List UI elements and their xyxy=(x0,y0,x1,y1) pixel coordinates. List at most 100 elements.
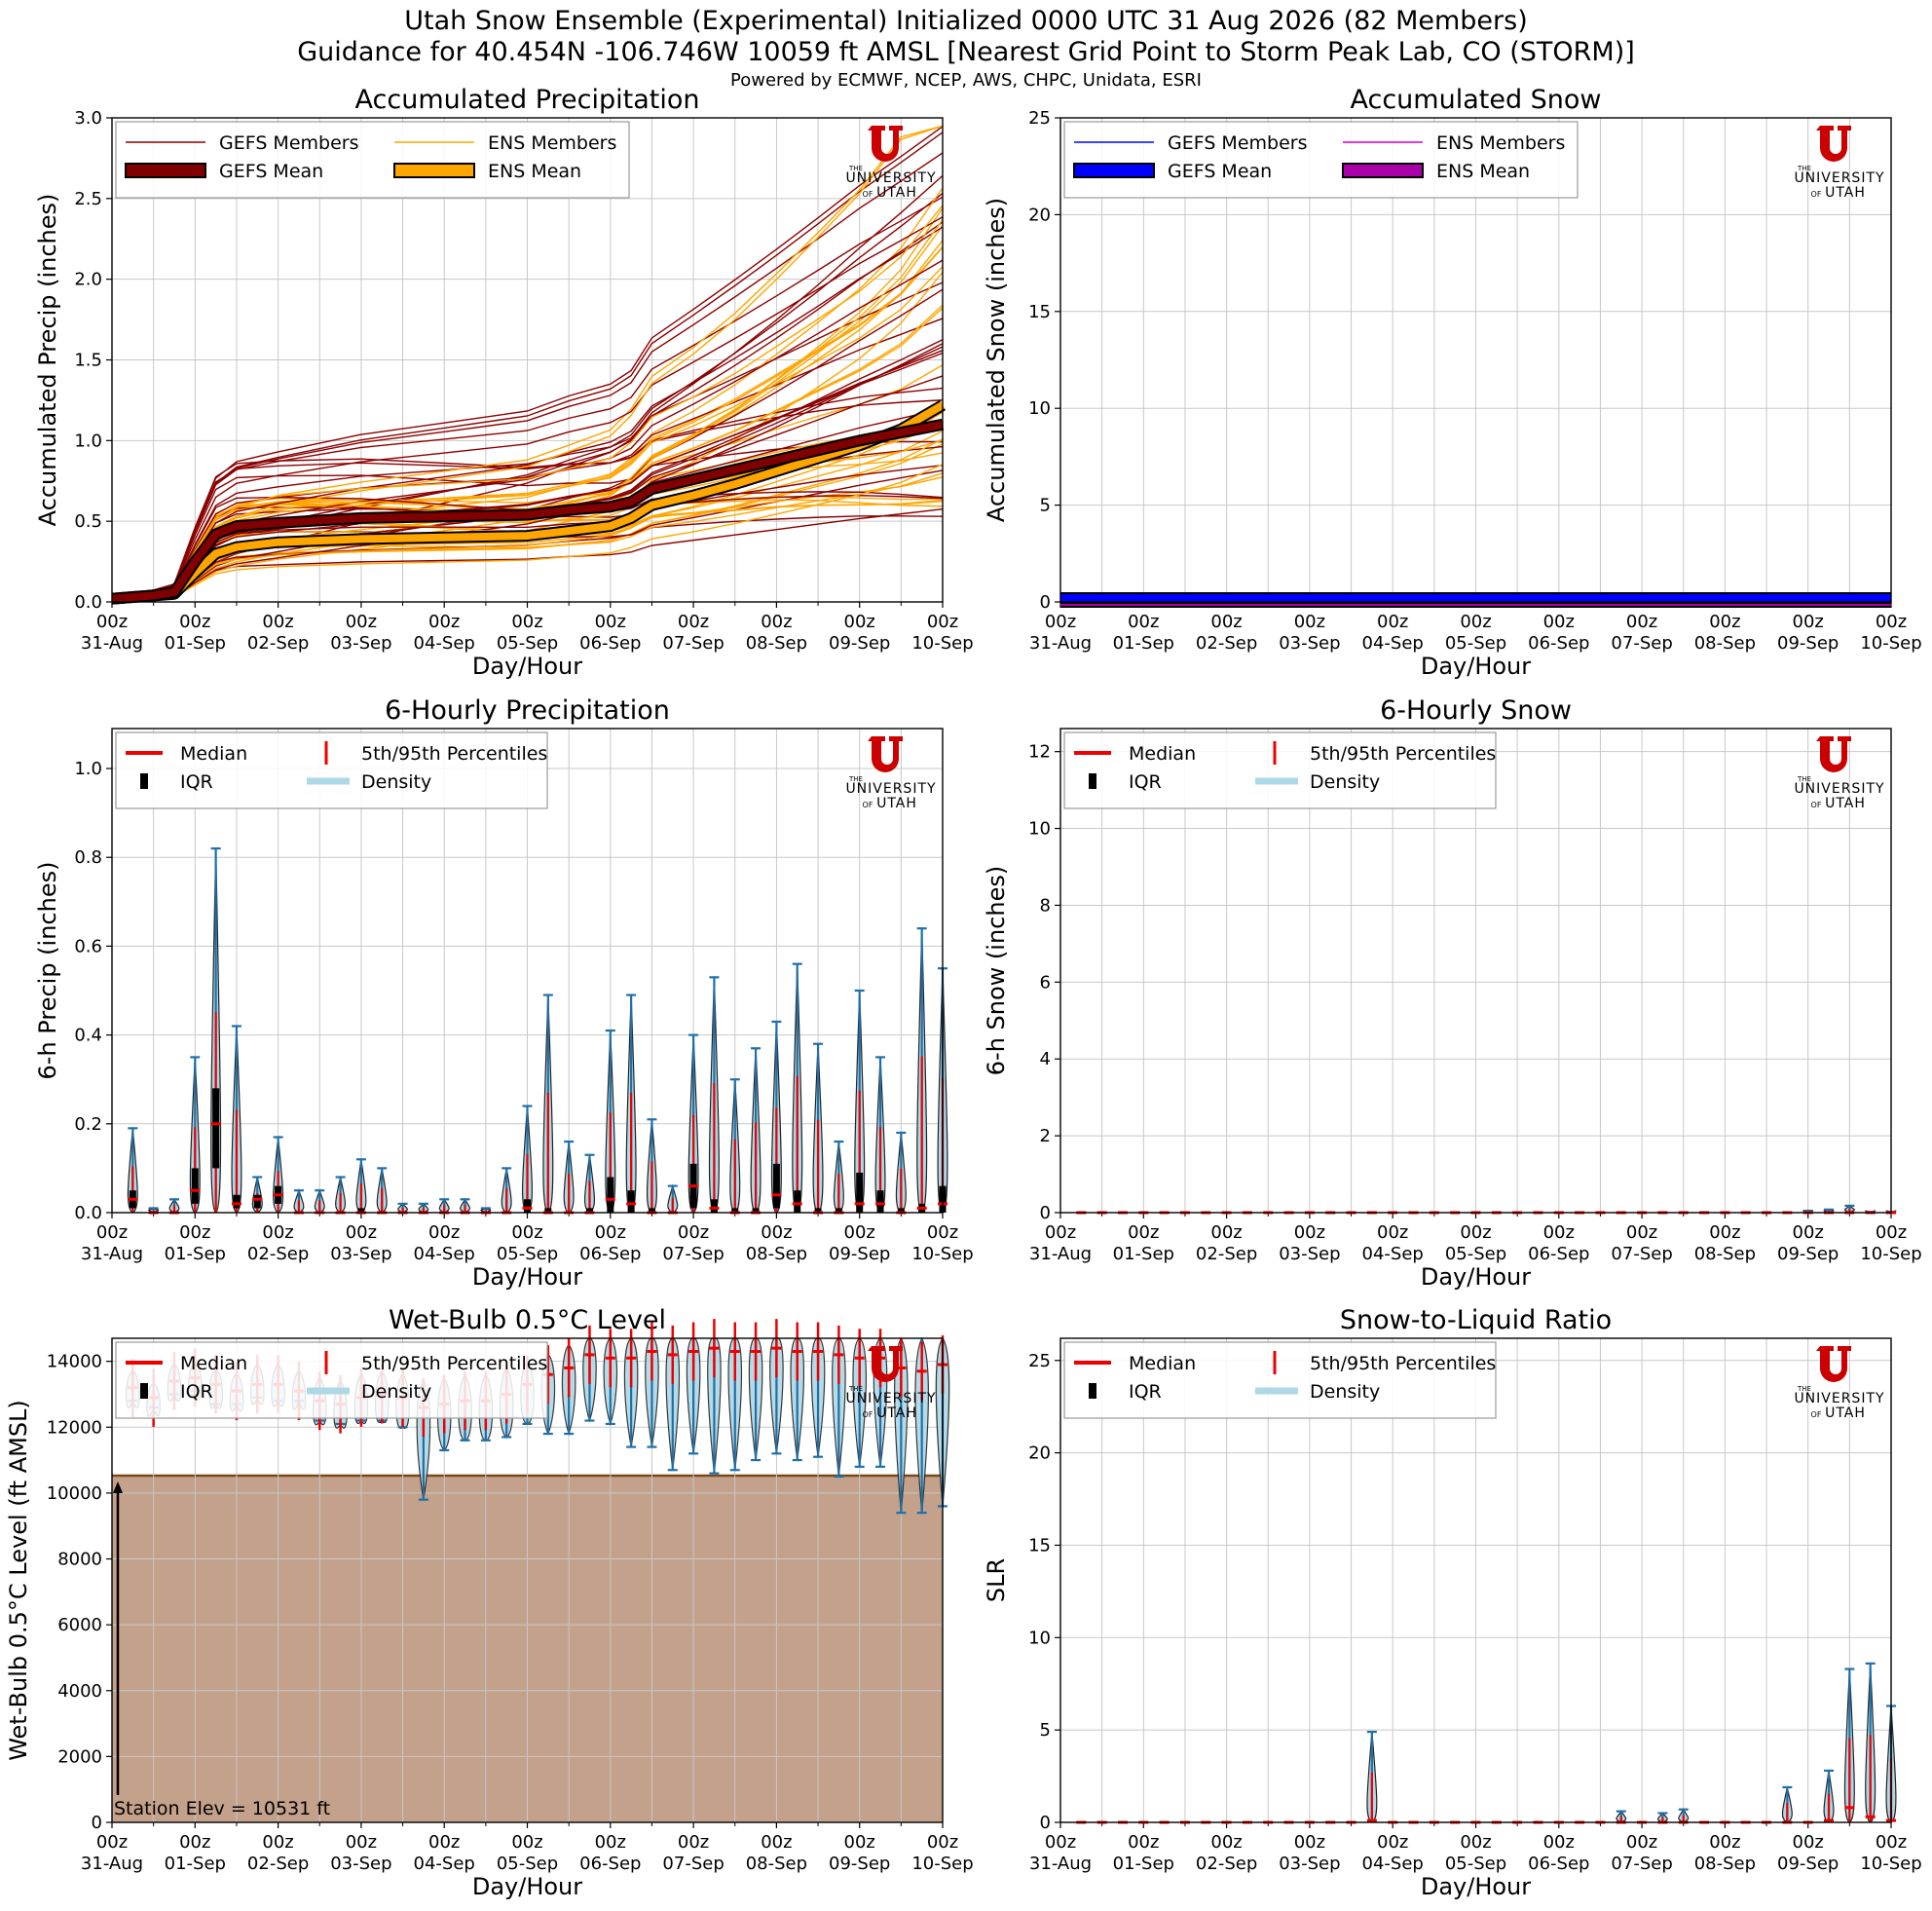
axes-frame xyxy=(1059,728,1892,1214)
y-tick-label: 6 xyxy=(1040,972,1051,993)
panel-title: Wet-Bulb 0.5°C Level xyxy=(389,1305,666,1335)
logo-the: THE xyxy=(1797,165,1811,172)
y-axis-label: SLR xyxy=(983,1558,1010,1602)
x-tick-hour: 00z xyxy=(346,1222,377,1243)
iqr-box xyxy=(648,1208,655,1213)
y-tick-label: 0 xyxy=(1040,592,1051,613)
y-tick-label: 2.5 xyxy=(74,189,102,209)
x-tick-hour: 00z xyxy=(1460,612,1491,632)
y-tick-label: 0 xyxy=(92,1813,102,1833)
x-tick-hour: 00z xyxy=(96,1222,128,1243)
logo-of: OF xyxy=(863,801,873,809)
figure-title-line2: Guidance for 40.454N -106.746W 10059 ft … xyxy=(297,37,1635,67)
x-tick-day: 31-Aug xyxy=(81,1854,143,1874)
gefs-member-line xyxy=(111,387,944,597)
logo-utah: UTAH xyxy=(876,796,917,811)
legend-label: Median xyxy=(1129,743,1196,765)
x-tick-day: 31-Aug xyxy=(1029,1854,1092,1874)
legend-label: 5th/95th Percentiles xyxy=(1310,1353,1496,1374)
x-tick-hour: 00z xyxy=(1543,1222,1575,1243)
y-tick-label: 4000 xyxy=(57,1681,102,1702)
panel-accum_precip: 0.00.51.01.52.02.53.000z31-Aug00z01-Sep0… xyxy=(34,85,974,680)
x-tick-hour: 00z xyxy=(346,612,377,632)
logo-university: UNIVERSITY xyxy=(1794,170,1884,186)
y-tick-label: 8000 xyxy=(57,1550,102,1570)
x-tick-day: 08-Sep xyxy=(1694,633,1756,654)
x-tick-hour: 00z xyxy=(1626,1222,1657,1243)
legend-label: Median xyxy=(180,743,247,765)
y-axis-label: Wet-Bulb 0.5°C Level (ft AMSL) xyxy=(5,1400,32,1761)
x-tick-day: 01-Sep xyxy=(165,633,226,654)
x-tick-hour: 00z xyxy=(1377,612,1408,632)
x-tick-day: 01-Sep xyxy=(165,1854,226,1874)
y-tick-label: 5 xyxy=(1040,1720,1051,1741)
x-tick-day: 08-Sep xyxy=(746,1854,807,1874)
legend-box xyxy=(115,121,630,199)
legend-box xyxy=(1063,121,1579,199)
y-tick-label: 10 xyxy=(1028,819,1051,840)
legend-swatch xyxy=(1089,1383,1096,1399)
x-tick-day: 02-Sep xyxy=(247,1854,309,1874)
y-tick-label: 0 xyxy=(1040,1813,1051,1833)
x-axis-label: Day/Hour xyxy=(1421,1873,1531,1900)
panel-title: Accumulated Precipitation xyxy=(355,85,700,115)
x-tick-day: 07-Sep xyxy=(662,1244,724,1264)
x-tick-hour: 00z xyxy=(1460,1832,1491,1853)
u-logo-icon xyxy=(1816,126,1851,162)
x-tick-hour: 00z xyxy=(1294,1832,1325,1853)
x-tick-hour: 00z xyxy=(1045,1222,1076,1243)
y-tick-label: 3.0 xyxy=(74,108,102,129)
logo-the: THE xyxy=(848,775,863,783)
x-tick-day: 01-Sep xyxy=(1113,1854,1174,1874)
x-tick-hour: 00z xyxy=(761,1222,792,1243)
iqr-box xyxy=(772,1163,780,1209)
legend-label: IQR xyxy=(1129,1381,1162,1403)
x-tick-day: 08-Sep xyxy=(746,1244,807,1264)
x-tick-hour: 00z xyxy=(1045,612,1076,632)
y-tick-label: 2.0 xyxy=(74,270,102,290)
x-tick-day: 02-Sep xyxy=(247,633,309,654)
x-tick-day: 07-Sep xyxy=(1611,1244,1672,1264)
x-tick-hour: 00z xyxy=(262,1832,293,1853)
x-tick-hour: 00z xyxy=(678,612,709,632)
legend-swatch xyxy=(125,163,206,178)
x-tick-hour: 00z xyxy=(262,612,293,632)
x-tick-day: 04-Sep xyxy=(414,1854,475,1874)
x-tick-day: 04-Sep xyxy=(414,1244,475,1264)
x-tick-day: 05-Sep xyxy=(1445,1854,1506,1874)
legend-label: GEFS Mean xyxy=(1168,161,1272,182)
iqr-box xyxy=(897,1208,905,1213)
y-tick-label: 2 xyxy=(1040,1126,1051,1146)
station-elev-label: Station Elev = 10531 ft xyxy=(114,1798,330,1819)
x-tick-hour: 00z xyxy=(1876,612,1907,632)
iqr-box xyxy=(357,1208,365,1213)
x-tick-day: 09-Sep xyxy=(1777,633,1839,654)
legend-label: ENS Members xyxy=(488,132,616,154)
x-tick-hour: 00z xyxy=(1210,1832,1242,1853)
x-tick-hour: 00z xyxy=(1294,612,1325,632)
u-logo-icon xyxy=(868,126,903,162)
legend-label: ENS Mean xyxy=(488,161,581,182)
x-tick-hour: 00z xyxy=(844,1222,875,1243)
y-tick-label: 12 xyxy=(1028,742,1051,763)
x-tick-day: 05-Sep xyxy=(1445,1244,1506,1264)
x-tick-day: 06-Sep xyxy=(579,1854,641,1874)
x-tick-day: 10-Sep xyxy=(1860,1244,1921,1264)
x-tick-hour: 00z xyxy=(1128,1222,1159,1243)
x-tick-hour: 00z xyxy=(844,612,875,632)
figure-credits: Powered by ECMWF, NCEP, AWS, CHPC, Unida… xyxy=(730,70,1202,91)
legend: GEFS Members ENS Members GEFS Mean ENS Mean xyxy=(1063,121,1579,199)
x-tick-day: 31-Aug xyxy=(81,633,143,654)
axes-frame xyxy=(1059,1337,1892,1823)
grid xyxy=(1060,118,1891,602)
x-tick-day: 02-Sep xyxy=(1196,633,1257,654)
logo-the: THE xyxy=(1797,775,1811,783)
x-tick-day: 06-Sep xyxy=(1528,1854,1589,1874)
y-tick-label: 0 xyxy=(1040,1203,1051,1223)
iqr-box xyxy=(607,1177,614,1213)
